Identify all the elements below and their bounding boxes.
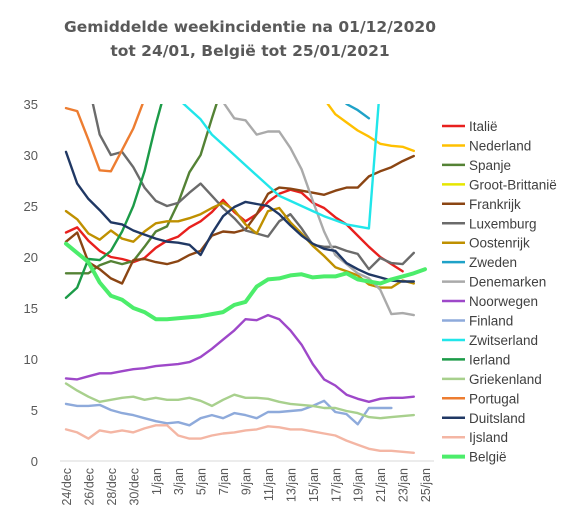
legend-label: Portugal [469, 391, 519, 406]
x-tick-label: 13/jan [284, 468, 298, 502]
legend-label: Finland [469, 314, 513, 329]
series-line [64, 241, 427, 322]
x-tick-label: 30/dec [127, 468, 141, 506]
y-tick-label: 25 [24, 199, 38, 214]
x-tick-label: 28/dec [105, 468, 119, 506]
legend-label: Denemarken [469, 275, 546, 290]
x-tick-label: 9/jan [240, 468, 254, 495]
y-tick-label: 5 [31, 403, 38, 418]
chart-title-line-1: Gemiddelde weekincidentie na 01/12/2020 [64, 18, 436, 36]
series-line [345, 104, 371, 120]
legend-label: Zweden [469, 255, 517, 270]
chart-title-line-2: tot 24/01, België tot 25/01/2021 [110, 42, 390, 60]
legend-label: Noorwegen [469, 294, 538, 309]
series-line [64, 150, 415, 283]
series-line [64, 104, 144, 173]
series-lines [64, 104, 427, 454]
y-tick-label: 20 [24, 250, 38, 265]
x-tick-label: 1/jan [150, 468, 164, 495]
legend-label: Zwitserland [469, 333, 538, 348]
x-tick-label: 19/jan [352, 468, 366, 502]
legend-label: Frankrijk [469, 197, 521, 212]
x-tick-label: 24/dec [60, 468, 74, 506]
y-tick-label: 30 [24, 148, 38, 163]
series-line [64, 382, 415, 420]
legend-label: Ierland [469, 352, 510, 367]
x-tick-label: 26/dec [82, 468, 96, 506]
legend-label: Spanje [469, 158, 511, 173]
legend-label: Griekenland [469, 372, 542, 387]
x-tick-label: 3/jan [172, 468, 186, 495]
y-tick-label: 0 [31, 454, 38, 469]
legend-label: Luxemburg [469, 216, 537, 231]
series-line [182, 104, 380, 230]
series-line [64, 201, 415, 289]
legend-label: Nederland [469, 138, 531, 153]
x-tick-label: 17/jan [329, 468, 343, 502]
legend-label: Italië [469, 119, 498, 134]
x-tick-label: 15/jan [307, 468, 321, 502]
series-line [64, 104, 163, 299]
legend-label: Groot-Brittanië [469, 177, 557, 192]
y-tick-label: 10 [24, 352, 38, 367]
y-tick-label: 15 [24, 301, 38, 316]
series-line [64, 399, 393, 427]
legend-label: Oostenrijk [469, 236, 530, 251]
x-tick-label: 25/jan [419, 468, 433, 502]
series-line [64, 424, 415, 454]
legend-label: België [469, 450, 507, 465]
series-line [64, 313, 415, 403]
series-line [64, 104, 218, 275]
x-tick-label: 23/jan [397, 468, 411, 502]
x-tick-label: 7/jan [217, 468, 231, 495]
series-line [326, 104, 415, 153]
y-tick-label: 35 [24, 97, 38, 112]
series-line [64, 188, 404, 273]
legend-label: Ijsland [469, 430, 508, 445]
x-tick-label: 5/jan [195, 468, 209, 495]
x-tick-label: 11/jan [262, 468, 276, 501]
series-line [64, 154, 415, 285]
legend-label: Duitsland [469, 411, 525, 426]
x-tick-label: 21/jan [374, 468, 388, 502]
series-line [223, 104, 415, 317]
series-line [91, 104, 415, 271]
